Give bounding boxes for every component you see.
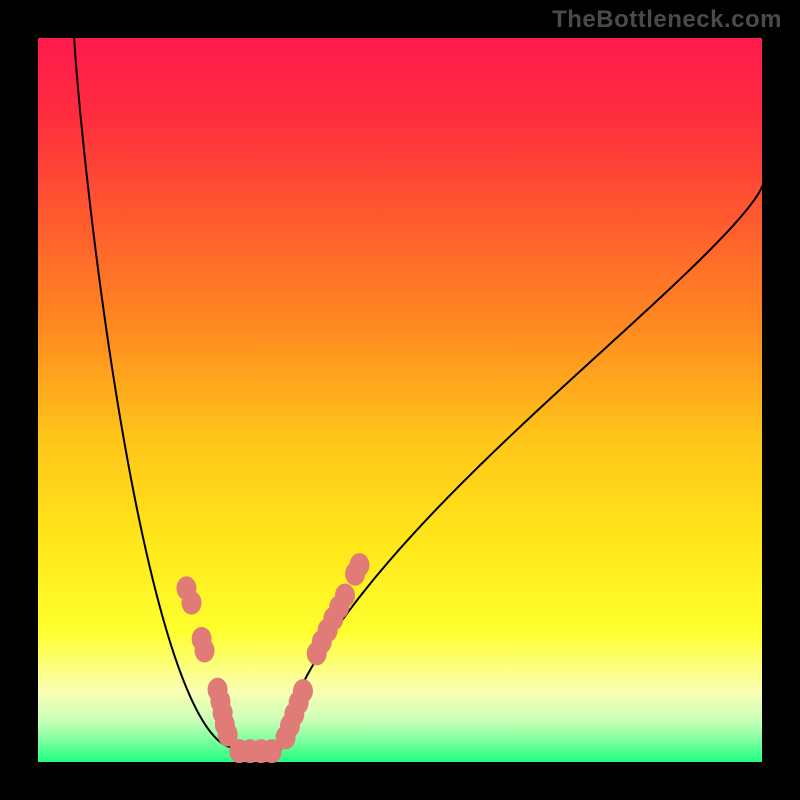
plot-area bbox=[38, 38, 762, 762]
data-marker bbox=[349, 553, 369, 577]
chart-root: TheBottleneck.com bbox=[0, 0, 800, 800]
watermark-text: TheBottleneck.com bbox=[552, 6, 782, 34]
chart-svg bbox=[0, 0, 800, 800]
data-marker bbox=[181, 591, 201, 615]
data-marker bbox=[293, 679, 313, 703]
data-marker bbox=[335, 583, 355, 607]
data-marker bbox=[195, 639, 215, 663]
